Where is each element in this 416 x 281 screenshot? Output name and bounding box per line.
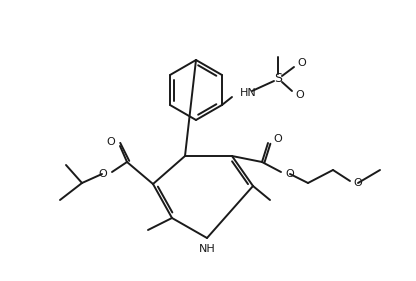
Text: NH: NH [198,244,215,254]
Text: S: S [274,72,282,85]
Text: HN: HN [240,88,257,98]
Text: O: O [297,58,306,68]
Text: O: O [98,169,107,179]
Text: O: O [296,90,305,100]
Text: O: O [353,178,362,188]
Text: O: O [273,134,282,144]
Text: O: O [106,137,115,147]
Text: O: O [285,169,294,179]
